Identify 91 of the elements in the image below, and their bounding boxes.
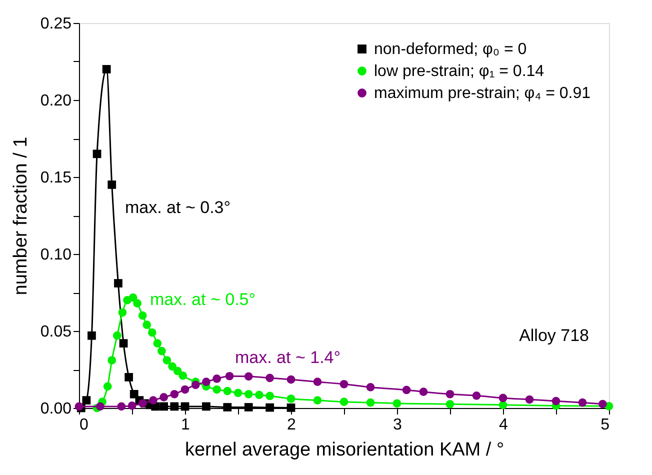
point bbox=[96, 402, 104, 411]
point bbox=[118, 308, 127, 317]
legend-label: maximum pre-strain; φ₄ = 0.91 bbox=[374, 85, 591, 102]
point bbox=[244, 403, 253, 412]
point bbox=[244, 372, 253, 381]
point bbox=[142, 320, 152, 330]
point bbox=[138, 399, 147, 408]
y-tick-label: 0.10 bbox=[40, 246, 72, 264]
point bbox=[103, 382, 112, 391]
point bbox=[255, 390, 264, 400]
point bbox=[340, 380, 348, 388]
point bbox=[266, 374, 274, 382]
point bbox=[108, 180, 116, 189]
point bbox=[402, 386, 411, 394]
point bbox=[419, 388, 428, 396]
annotation: Alloy 718 bbox=[519, 326, 589, 345]
x-tick-label: 2 bbox=[287, 416, 296, 434]
point bbox=[202, 402, 210, 411]
point bbox=[313, 396, 322, 404]
point bbox=[157, 346, 166, 356]
point bbox=[498, 394, 508, 402]
y-tick-label: 0.20 bbox=[40, 92, 72, 110]
point bbox=[124, 373, 134, 382]
x-tick-label: 4 bbox=[499, 416, 508, 434]
point bbox=[119, 339, 128, 348]
point bbox=[286, 404, 296, 412]
point bbox=[366, 398, 375, 407]
annotation: max. at ~ 1.4° bbox=[235, 348, 341, 367]
point bbox=[133, 299, 142, 308]
point bbox=[340, 398, 348, 406]
point bbox=[160, 393, 168, 402]
point bbox=[112, 331, 122, 340]
point bbox=[212, 385, 221, 394]
point bbox=[149, 396, 158, 404]
point bbox=[266, 392, 274, 400]
x-tick-label: 3 bbox=[393, 416, 402, 434]
point bbox=[178, 371, 188, 380]
point bbox=[244, 390, 253, 398]
point bbox=[180, 385, 190, 394]
point bbox=[578, 398, 587, 407]
point bbox=[392, 399, 402, 408]
point bbox=[552, 396, 560, 406]
point bbox=[138, 311, 147, 320]
point bbox=[180, 402, 190, 411]
point bbox=[162, 356, 172, 364]
y-axis-title: number fraction / 1 bbox=[10, 136, 32, 296]
point bbox=[92, 150, 102, 158]
point bbox=[223, 403, 232, 412]
point bbox=[88, 331, 96, 340]
y-tick-label: 0.15 bbox=[40, 170, 72, 186]
point bbox=[212, 374, 221, 383]
point bbox=[108, 356, 116, 364]
point bbox=[114, 279, 122, 288]
x-tick-label: 5 bbox=[600, 416, 610, 434]
point bbox=[286, 394, 296, 403]
point bbox=[366, 383, 375, 392]
point bbox=[234, 388, 242, 398]
point bbox=[160, 402, 168, 411]
point bbox=[225, 372, 234, 380]
point bbox=[168, 362, 176, 371]
point bbox=[170, 402, 179, 411]
point bbox=[148, 328, 156, 337]
x-axis-title: kernel average misorientation KAM / ° bbox=[184, 440, 504, 460]
point bbox=[446, 400, 454, 408]
x-tick-label: 0 bbox=[80, 416, 88, 434]
point bbox=[102, 65, 111, 74]
legend-label: low pre-strain; φ₁ = 0.14 bbox=[374, 63, 544, 80]
annotation: max. at ~ 0.5° bbox=[150, 290, 256, 309]
point bbox=[170, 390, 179, 398]
y-tick-label: 0.25 bbox=[40, 16, 72, 32]
legend-label: non-deformed; φ₀ = 0 bbox=[374, 41, 527, 58]
point bbox=[313, 378, 322, 386]
point bbox=[266, 403, 274, 412]
point bbox=[191, 380, 200, 390]
point bbox=[117, 402, 126, 411]
point bbox=[173, 366, 182, 376]
point bbox=[446, 390, 454, 398]
point bbox=[472, 392, 481, 400]
y-tick-label: 0.05 bbox=[40, 324, 72, 340]
point bbox=[598, 400, 607, 408]
point bbox=[128, 402, 136, 410]
point bbox=[153, 339, 162, 348]
point bbox=[202, 378, 210, 386]
y-tick-label: 0.00 bbox=[40, 400, 72, 418]
point bbox=[286, 375, 296, 384]
point bbox=[82, 396, 91, 404]
point bbox=[128, 293, 138, 302]
x-tick-label: 1 bbox=[181, 416, 190, 434]
point bbox=[223, 386, 232, 396]
point bbox=[525, 395, 534, 404]
annotation: max. at ~ 0.3° bbox=[125, 198, 231, 217]
